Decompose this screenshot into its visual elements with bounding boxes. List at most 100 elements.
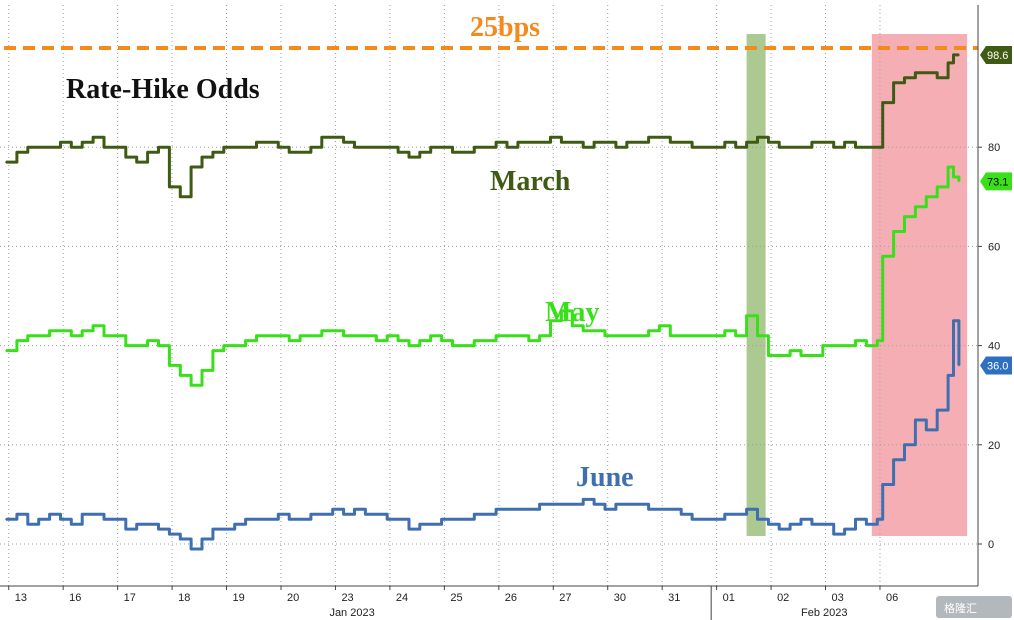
data-point-march (26, 146, 29, 148)
data-point-may (745, 315, 748, 317)
data-point-june (892, 458, 895, 461)
x-tick-label: 20 (287, 592, 299, 604)
data-point-june (767, 523, 770, 525)
data-point-june (375, 513, 378, 516)
data-point-march (16, 151, 18, 153)
data-point-june (179, 538, 182, 540)
data-point-march (658, 136, 661, 139)
data-point-march (756, 136, 759, 139)
data-point-march (484, 146, 486, 148)
data-point-march (190, 166, 192, 168)
data-point-may (778, 354, 781, 357)
data-point-march (582, 146, 585, 148)
data-point-june (26, 523, 29, 525)
data-point-may (549, 320, 552, 322)
data-point-june (484, 513, 486, 516)
data-point-march (70, 146, 73, 148)
data-point-march (832, 146, 835, 148)
data-point-may (135, 344, 138, 347)
data-point-march (691, 146, 693, 148)
data-point-may (843, 344, 846, 347)
x-tick-label: 16 (69, 592, 81, 604)
data-point-march (778, 146, 781, 148)
data-point-march (881, 101, 884, 104)
data-point-march (342, 141, 345, 144)
data-point-may (691, 334, 693, 337)
data-point-june (560, 503, 563, 506)
data-point-may (892, 230, 895, 233)
series-line-may (6, 165, 961, 387)
data-point-may (299, 334, 301, 337)
data-point-june (419, 523, 421, 525)
data-point-march (135, 161, 138, 163)
data-point-may (947, 166, 949, 168)
data-point-march (419, 151, 421, 153)
data-point-march (397, 151, 399, 153)
data-point-march (331, 136, 334, 139)
data-point-may (615, 334, 617, 337)
data-point-march (947, 62, 949, 64)
data-point-june (451, 518, 454, 520)
data-point-march (124, 156, 127, 158)
data-point-may (233, 344, 236, 347)
data-point-march (952, 54, 955, 56)
data-point-may (903, 215, 906, 218)
data-point-march (734, 146, 737, 148)
data-point-march (48, 146, 51, 148)
data-point-may (571, 324, 574, 327)
data-point-march (958, 54, 960, 56)
data-point-may (212, 349, 214, 352)
x-tick-label: 19 (233, 592, 245, 604)
badge-may-text: 73.1 (987, 176, 1008, 188)
data-point-may (5, 349, 7, 352)
data-point-may (484, 339, 486, 342)
data-point-march (549, 136, 552, 139)
x-tick-label: 23 (341, 592, 353, 604)
chart-title: Rate-Hike Odds (66, 74, 260, 105)
data-point-june (958, 364, 960, 367)
data-point-may (680, 334, 683, 337)
data-point-march (364, 146, 367, 148)
data-point-june (680, 513, 683, 516)
y-tick-label: 40 (988, 341, 1000, 353)
data-point-june (506, 508, 508, 511)
data-point-june (647, 508, 650, 511)
data-point-may (925, 196, 928, 198)
data-point-march (647, 136, 650, 139)
data-point-may (593, 329, 595, 332)
x-tick-label: 06 (886, 592, 898, 604)
data-point-may (734, 334, 737, 337)
series-lines (5, 53, 961, 551)
data-point-may (702, 334, 704, 337)
data-point-march (353, 146, 356, 148)
data-point-may (331, 329, 334, 332)
data-point-june (244, 518, 247, 520)
data-point-may (48, 329, 51, 332)
data-point-may (37, 334, 40, 337)
axes: 0 20 40 60 80 13 16 17 18 19 20 23 24 25 26 27 30 31 01 02 0… (0, 5, 1000, 620)
highlight-band-0 (746, 34, 766, 536)
data-point-march (451, 151, 454, 153)
data-point-march (892, 81, 895, 84)
data-point-may (179, 374, 182, 377)
data-point-march (233, 146, 236, 148)
data-point-march (277, 146, 280, 148)
data-point-march (462, 151, 465, 153)
x-tick-label: 03 (832, 592, 844, 604)
badge-june-text: 36.0 (987, 360, 1008, 372)
data-point-may (201, 369, 203, 372)
data-point-june (756, 518, 759, 520)
data-point-march (811, 141, 813, 144)
x-tick-label: 13 (15, 592, 27, 604)
data-point-march (321, 136, 323, 139)
data-point-june (157, 528, 160, 530)
data-point-march (723, 141, 726, 144)
data-point-may (495, 334, 497, 337)
grid-lines (0, 5, 978, 586)
data-point-june (843, 528, 846, 530)
data-point-march (408, 156, 410, 158)
data-point-june (745, 508, 748, 511)
data-point-march (244, 146, 247, 148)
data-point-june (713, 518, 715, 520)
data-point-may (506, 334, 508, 337)
